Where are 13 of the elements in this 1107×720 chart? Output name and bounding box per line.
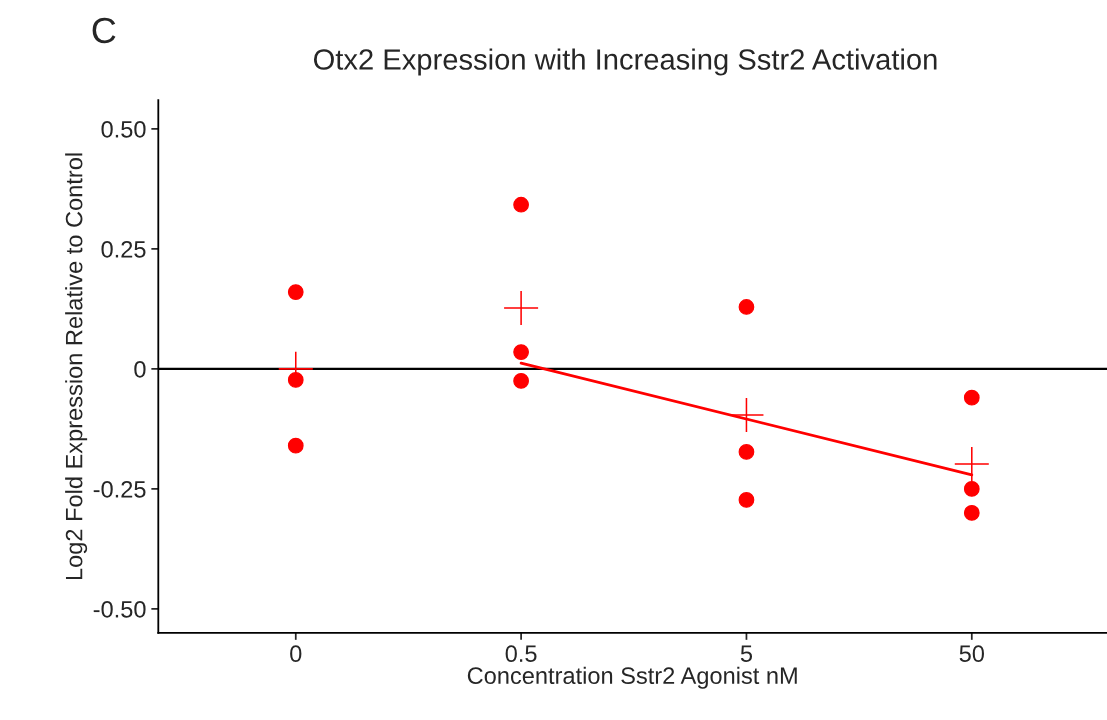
y-tick-label: -0.25 <box>93 480 146 498</box>
x-tick-label: 50 <box>959 645 984 663</box>
y-tick-label: 0 <box>134 360 146 378</box>
y-axis-title: Log2 Fold Expression Relative to Control <box>65 153 88 580</box>
y-tick-label: 0.50 <box>101 120 146 138</box>
x-tick-label: 0 <box>290 645 302 663</box>
y-tick-label: 0.25 <box>101 240 146 258</box>
x-tick-label: 5 <box>740 645 753 663</box>
x-axis-title: Concentration Sstr2 Agonist nM <box>467 666 797 689</box>
x-tick-label: 0.5 <box>505 645 537 663</box>
y-tick-label: -0.50 <box>93 600 146 618</box>
text: C <box>92 17 116 44</box>
chart-title: Otx2 Expression with Increasing Sstr2 Activation <box>313 48 937 76</box>
